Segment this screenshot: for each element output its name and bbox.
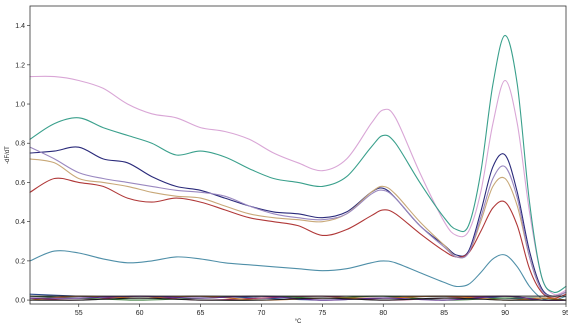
series-line-1 [29,75,567,296]
x-tick-label: 70 [258,310,266,317]
y-tick-label: 1.4 [15,23,25,30]
x-tick-label: 75 [318,310,326,317]
x-tick-label: 55 [75,310,83,317]
y-tick-label: 0.4 [15,219,25,226]
series-layer [29,34,567,301]
series-line-7 [29,250,567,301]
y-axis-label: -dF/dT [5,146,11,164]
x-tick-label: 95 [562,310,568,317]
y-tick-label: 0.0 [15,298,25,305]
x-tick-label: 60 [136,310,144,317]
x-tick-label: 65 [197,310,205,317]
y-tick-label: 0.8 [15,141,25,148]
series-line-13 [29,297,567,301]
y-axis-ticks: 0.0 0.2 0.4 0.6 0.8 1.0 1.2 1.4 [15,23,30,305]
series-line-4 [29,158,567,297]
x-tick-label: 80 [379,310,387,317]
x-tick-label: 90 [501,310,509,317]
y-tick-label: 0.2 [15,258,25,265]
series-line-5 [29,177,567,299]
series-line-6 [29,146,567,297]
x-axis-label: °C [295,319,302,325]
x-axis-ticks: 55 60 65 70 75 80 85 90 95 [75,304,568,317]
y-tick-label: 1.2 [15,62,25,69]
x-tick-label: 85 [440,310,448,317]
plot-frame [29,5,567,305]
y-tick-label: 1.0 [15,102,25,109]
series-line-2 [29,34,567,294]
y-tick-label: 0.6 [15,180,25,187]
